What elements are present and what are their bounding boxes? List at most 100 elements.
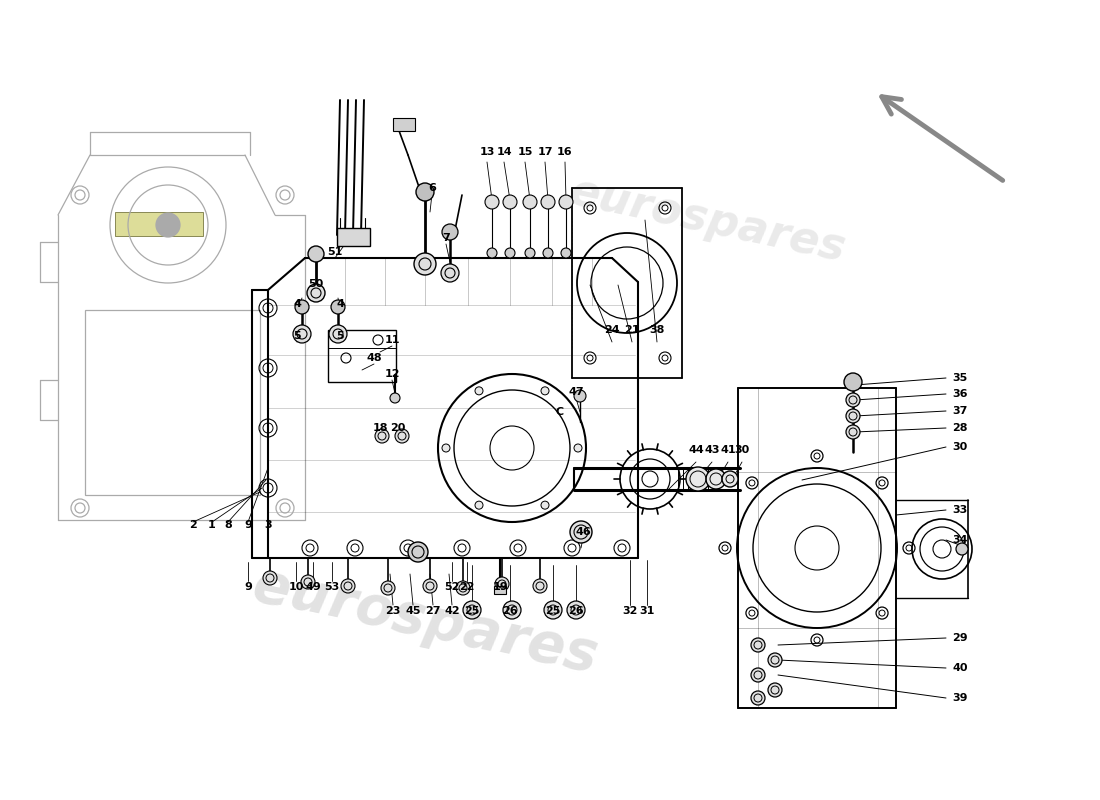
Circle shape	[525, 248, 535, 258]
Text: 26: 26	[569, 606, 584, 616]
Circle shape	[574, 444, 582, 452]
Circle shape	[751, 668, 764, 682]
Circle shape	[541, 387, 549, 395]
Circle shape	[485, 195, 499, 209]
Text: 40: 40	[953, 663, 968, 673]
Text: 18: 18	[372, 423, 387, 433]
Circle shape	[846, 393, 860, 407]
Text: 31: 31	[639, 606, 654, 616]
Circle shape	[751, 638, 764, 652]
Text: 20: 20	[390, 423, 406, 433]
Text: 16: 16	[558, 147, 573, 157]
Circle shape	[416, 183, 434, 201]
Text: 5: 5	[294, 331, 300, 341]
Text: 45: 45	[405, 606, 420, 616]
Text: 6: 6	[428, 183, 436, 193]
Text: 42: 42	[444, 606, 460, 616]
Circle shape	[463, 601, 481, 619]
Circle shape	[566, 601, 585, 619]
Text: 21: 21	[625, 325, 640, 335]
Circle shape	[308, 246, 324, 262]
Circle shape	[541, 195, 556, 209]
Text: 4: 4	[337, 299, 344, 309]
Text: 4: 4	[293, 299, 301, 309]
Circle shape	[722, 471, 738, 487]
Text: 41: 41	[720, 445, 736, 455]
Circle shape	[442, 224, 458, 240]
Circle shape	[442, 444, 450, 452]
Circle shape	[293, 325, 311, 343]
Circle shape	[441, 264, 459, 282]
Text: 38: 38	[649, 325, 664, 335]
Bar	[328, 330, 396, 382]
Text: 1: 1	[208, 520, 216, 530]
Circle shape	[381, 581, 395, 595]
Circle shape	[295, 300, 309, 314]
Circle shape	[475, 501, 483, 509]
Text: 34: 34	[953, 535, 968, 545]
Text: eurospares: eurospares	[565, 170, 849, 271]
Text: 48: 48	[366, 353, 382, 363]
Text: 35: 35	[953, 373, 968, 383]
Circle shape	[543, 248, 553, 258]
Text: 10: 10	[288, 582, 304, 592]
Circle shape	[307, 284, 324, 302]
Circle shape	[424, 579, 437, 593]
Circle shape	[341, 579, 355, 593]
Circle shape	[487, 248, 497, 258]
Text: 2: 2	[189, 520, 197, 530]
Text: 46: 46	[575, 527, 591, 537]
Text: 49: 49	[305, 582, 321, 592]
Text: 24: 24	[604, 325, 619, 335]
Text: 15: 15	[517, 147, 532, 157]
Circle shape	[751, 691, 764, 705]
Circle shape	[301, 575, 315, 589]
Circle shape	[844, 373, 862, 391]
Text: 22: 22	[460, 582, 475, 592]
Text: 17: 17	[537, 147, 552, 157]
Circle shape	[263, 571, 277, 585]
Text: 8: 8	[224, 520, 232, 530]
Text: 28: 28	[953, 423, 968, 433]
Text: 39: 39	[953, 693, 968, 703]
Circle shape	[768, 653, 782, 667]
Text: C: C	[556, 407, 564, 417]
Text: 53: 53	[324, 582, 340, 592]
Text: 29: 29	[953, 633, 968, 643]
Circle shape	[534, 579, 547, 593]
Circle shape	[541, 501, 549, 509]
Circle shape	[156, 213, 180, 237]
Text: 32: 32	[623, 606, 638, 616]
Text: 11: 11	[384, 335, 399, 345]
Text: 3: 3	[264, 520, 272, 530]
Text: 23: 23	[385, 606, 400, 616]
Text: 26: 26	[503, 606, 518, 616]
Circle shape	[686, 467, 710, 491]
Circle shape	[522, 195, 537, 209]
Text: 30: 30	[953, 442, 968, 452]
Circle shape	[495, 577, 509, 591]
Bar	[393, 118, 415, 131]
Text: 51: 51	[328, 247, 343, 257]
Circle shape	[544, 601, 562, 619]
Text: 9: 9	[244, 520, 252, 530]
Text: 19: 19	[492, 582, 508, 592]
Text: 52: 52	[444, 582, 460, 592]
Text: 37: 37	[953, 406, 968, 416]
Text: 5: 5	[337, 331, 344, 341]
Circle shape	[570, 521, 592, 543]
Circle shape	[706, 469, 726, 489]
Circle shape	[561, 248, 571, 258]
Circle shape	[331, 300, 345, 314]
Text: 43: 43	[704, 445, 719, 455]
Circle shape	[503, 601, 521, 619]
Bar	[85, 310, 260, 495]
Circle shape	[503, 195, 517, 209]
Text: 44: 44	[689, 445, 704, 455]
Text: 12: 12	[384, 369, 399, 379]
Text: 33: 33	[953, 505, 968, 515]
Text: 13: 13	[480, 147, 495, 157]
Circle shape	[846, 425, 860, 439]
Text: 47: 47	[569, 387, 584, 397]
Bar	[337, 228, 370, 246]
